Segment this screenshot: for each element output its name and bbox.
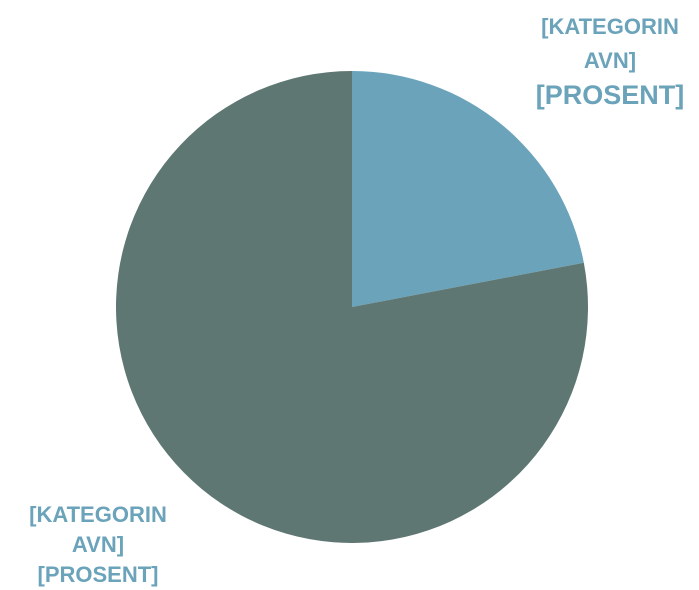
slice-label: [KATEGORINAVN] [PROSENT] <box>8 500 188 590</box>
value-label: [PROSENT] <box>535 80 685 110</box>
value-label: [PROSENT] <box>37 562 159 587</box>
pie-slice <box>352 71 584 307</box>
category-label: [KATEGORINAVN] <box>541 14 679 73</box>
slice-label: [KATEGORINAVN] [PROSENT] <box>520 10 699 112</box>
pie-slice <box>115 71 588 543</box>
category-label: [KATEGORINAVN] <box>29 502 167 557</box>
